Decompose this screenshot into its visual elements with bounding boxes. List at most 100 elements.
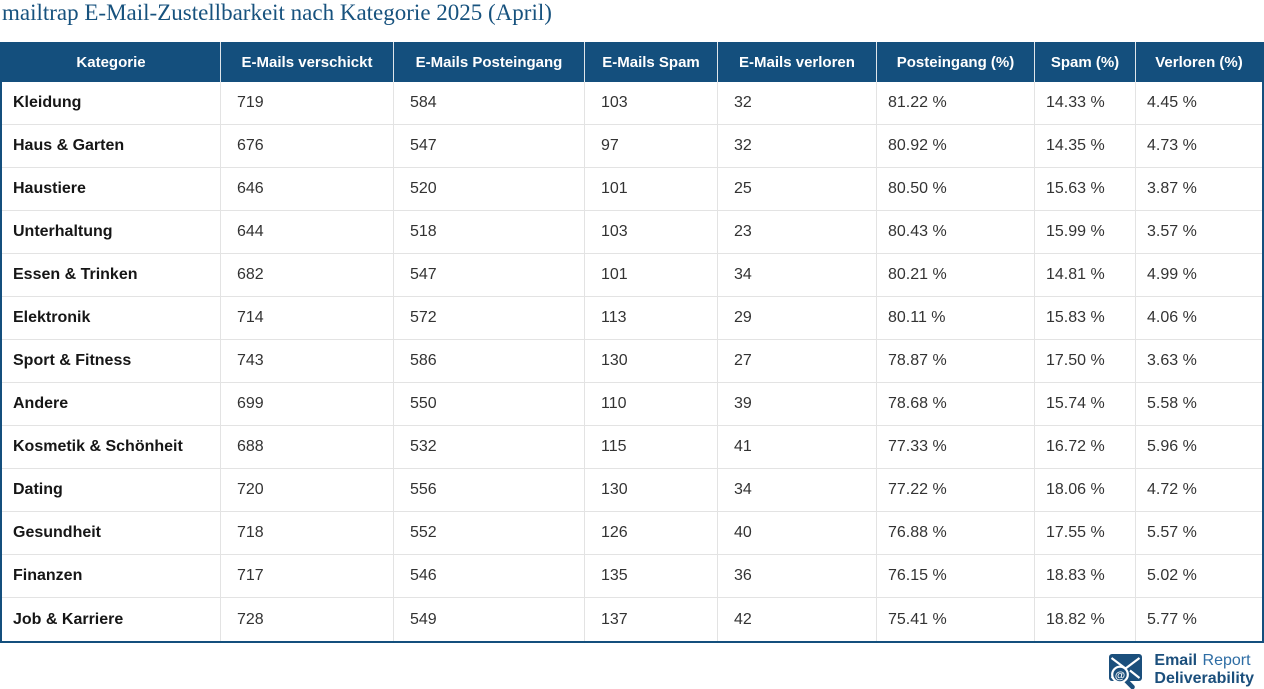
table-row: Dating 720 556 130 34 77.22 % 18.06 % 4.72 % — [2, 469, 1262, 512]
table-row: Unterhaltung 644 518 103 23 80.43 % 15.99 % 3.5… — [2, 211, 1262, 254]
value-cell: 518 — [394, 211, 585, 254]
brand-word-report: Report — [1202, 652, 1251, 669]
value-cell: 720 — [221, 469, 394, 512]
value-cell: 18.06 % — [1035, 469, 1136, 512]
value-cell: 110 — [585, 383, 718, 426]
category-cell: Kosmetik & Schönheit — [2, 426, 221, 469]
value-cell: 41 — [718, 426, 877, 469]
value-cell: 40 — [718, 512, 877, 555]
value-cell: 646 — [221, 168, 394, 211]
value-cell: 4.45 % — [1136, 82, 1262, 125]
table-body: Kleidung 719 584 103 32 81.22 % 14.33 % 4.45 % H… — [2, 82, 1262, 641]
value-cell: 97 — [585, 125, 718, 168]
value-cell: 547 — [394, 254, 585, 297]
category-cell: Finanzen — [2, 555, 221, 598]
page-title: mailtrap E-Mail-Zustellbarkeit nach Kate… — [2, 0, 552, 25]
value-cell: 130 — [585, 340, 718, 383]
table-row: Kleidung 719 584 103 32 81.22 % 14.33 % 4.45 % — [2, 82, 1262, 125]
category-cell: Job & Karriere — [2, 598, 221, 641]
value-cell: 17.50 % — [1035, 340, 1136, 383]
category-cell: Sport & Fitness — [2, 340, 221, 383]
table-row: Andere 699 550 110 39 78.68 % 15.74 % 5.58 % — [2, 383, 1262, 426]
value-cell: 549 — [394, 598, 585, 641]
column-header-posteingang: Posteingang (%) — [877, 42, 1035, 82]
value-cell: 14.33 % — [1035, 82, 1136, 125]
value-cell: 14.35 % — [1035, 125, 1136, 168]
value-cell: 36 — [718, 555, 877, 598]
table-header-row: Kategorie E-Mails verschickt E-Mails Poste… — [2, 42, 1262, 82]
category-cell: Haustiere — [2, 168, 221, 211]
value-cell: 699 — [221, 383, 394, 426]
value-cell: 718 — [221, 512, 394, 555]
brand-logo[interactable]: @ Email Report Deliverability — [1108, 651, 1254, 689]
value-cell: 4.72 % — [1136, 469, 1262, 512]
brand-line-1: Email Report — [1154, 652, 1254, 670]
value-cell: 520 — [394, 168, 585, 211]
value-cell: 113 — [585, 297, 718, 340]
value-cell: 556 — [394, 469, 585, 512]
value-cell: 23 — [718, 211, 877, 254]
column-header-e-mails-verschickt: E-Mails verschickt — [221, 42, 394, 82]
envelope-magnifier-at-icon: @ — [1109, 654, 1143, 689]
value-cell: 16.72 % — [1035, 426, 1136, 469]
category-cell: Gesundheit — [2, 512, 221, 555]
column-header-e-mails-spam: E-Mails Spam — [585, 42, 718, 82]
value-cell: 552 — [394, 512, 585, 555]
value-cell: 103 — [585, 211, 718, 254]
column-header-e-mails-posteingang: E-Mails Posteingang — [394, 42, 585, 82]
value-cell: 115 — [585, 426, 718, 469]
table-row: Gesundheit 718 552 126 40 76.88 % 17.55 % 5.57 … — [2, 512, 1262, 555]
table-row: Essen & Trinken 682 547 101 34 80.21 % 14.81 %… — [2, 254, 1262, 297]
value-cell: 76.88 % — [877, 512, 1035, 555]
value-cell: 5.58 % — [1136, 383, 1262, 426]
value-cell: 77.22 % — [877, 469, 1035, 512]
value-cell: 676 — [221, 125, 394, 168]
value-cell: 27 — [718, 340, 877, 383]
value-cell: 77.33 % — [877, 426, 1035, 469]
value-cell: 80.21 % — [877, 254, 1035, 297]
value-cell: 18.83 % — [1035, 555, 1136, 598]
value-cell: 15.74 % — [1035, 383, 1136, 426]
column-header-spam: Spam (%) — [1035, 42, 1136, 82]
brand-word-email: Email — [1154, 652, 1198, 669]
category-cell: Haus & Garten — [2, 125, 221, 168]
value-cell: 546 — [394, 555, 585, 598]
table-row: Sport & Fitness 743 586 130 27 78.87 % 17.50 %… — [2, 340, 1262, 383]
value-cell: 714 — [221, 297, 394, 340]
value-cell: 39 — [718, 383, 877, 426]
value-cell: 3.63 % — [1136, 340, 1262, 383]
value-cell: 3.87 % — [1136, 168, 1262, 211]
value-cell: 137 — [585, 598, 718, 641]
value-cell: 15.83 % — [1035, 297, 1136, 340]
value-cell: 101 — [585, 168, 718, 211]
value-cell: 719 — [221, 82, 394, 125]
value-cell: 4.99 % — [1136, 254, 1262, 297]
column-header-kategorie: Kategorie — [2, 42, 221, 82]
deliverability-table: Kategorie E-Mails verschickt E-Mails Poste… — [0, 42, 1264, 643]
value-cell: 103 — [585, 82, 718, 125]
value-cell: 688 — [221, 426, 394, 469]
value-cell: 25 — [718, 168, 877, 211]
column-header-verloren: Verloren (%) — [1136, 42, 1262, 82]
table-row: Haustiere 646 520 101 25 80.50 % 15.63 % 3.87 % — [2, 168, 1262, 211]
value-cell: 4.73 % — [1136, 125, 1262, 168]
value-cell: 532 — [394, 426, 585, 469]
brand-word-deliverability: Deliverability — [1154, 670, 1254, 687]
table-row: Job & Karriere 728 549 137 42 75.41 % 18.82 % 5… — [2, 598, 1262, 641]
category-cell: Andere — [2, 383, 221, 426]
value-cell: 15.63 % — [1035, 168, 1136, 211]
value-cell: 135 — [585, 555, 718, 598]
value-cell: 15.99 % — [1035, 211, 1136, 254]
value-cell: 42 — [718, 598, 877, 641]
category-cell: Elektronik — [2, 297, 221, 340]
value-cell: 14.81 % — [1035, 254, 1136, 297]
value-cell: 75.41 % — [877, 598, 1035, 641]
value-cell: 32 — [718, 82, 877, 125]
value-cell: 18.82 % — [1035, 598, 1136, 641]
value-cell: 78.68 % — [877, 383, 1035, 426]
value-cell: 586 — [394, 340, 585, 383]
value-cell: 29 — [718, 297, 877, 340]
value-cell: 126 — [585, 512, 718, 555]
value-cell: 76.15 % — [877, 555, 1035, 598]
